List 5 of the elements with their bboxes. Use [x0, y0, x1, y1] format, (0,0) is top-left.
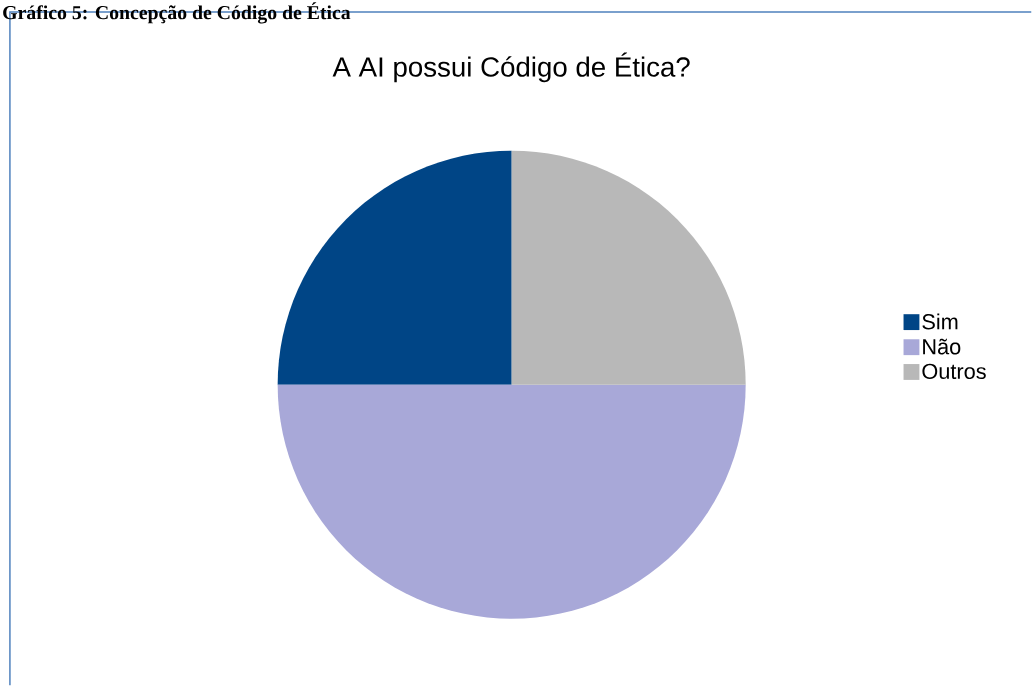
legend-label: Não [923, 338, 961, 355]
text: Gráfico 5: Concepção de Código de Ética [3, 2, 351, 24]
chart-title: A AI possui Código de Ética? [332, 52, 690, 83]
legend-label: Sim [922, 313, 958, 330]
legend-label: Outros [922, 363, 986, 380]
